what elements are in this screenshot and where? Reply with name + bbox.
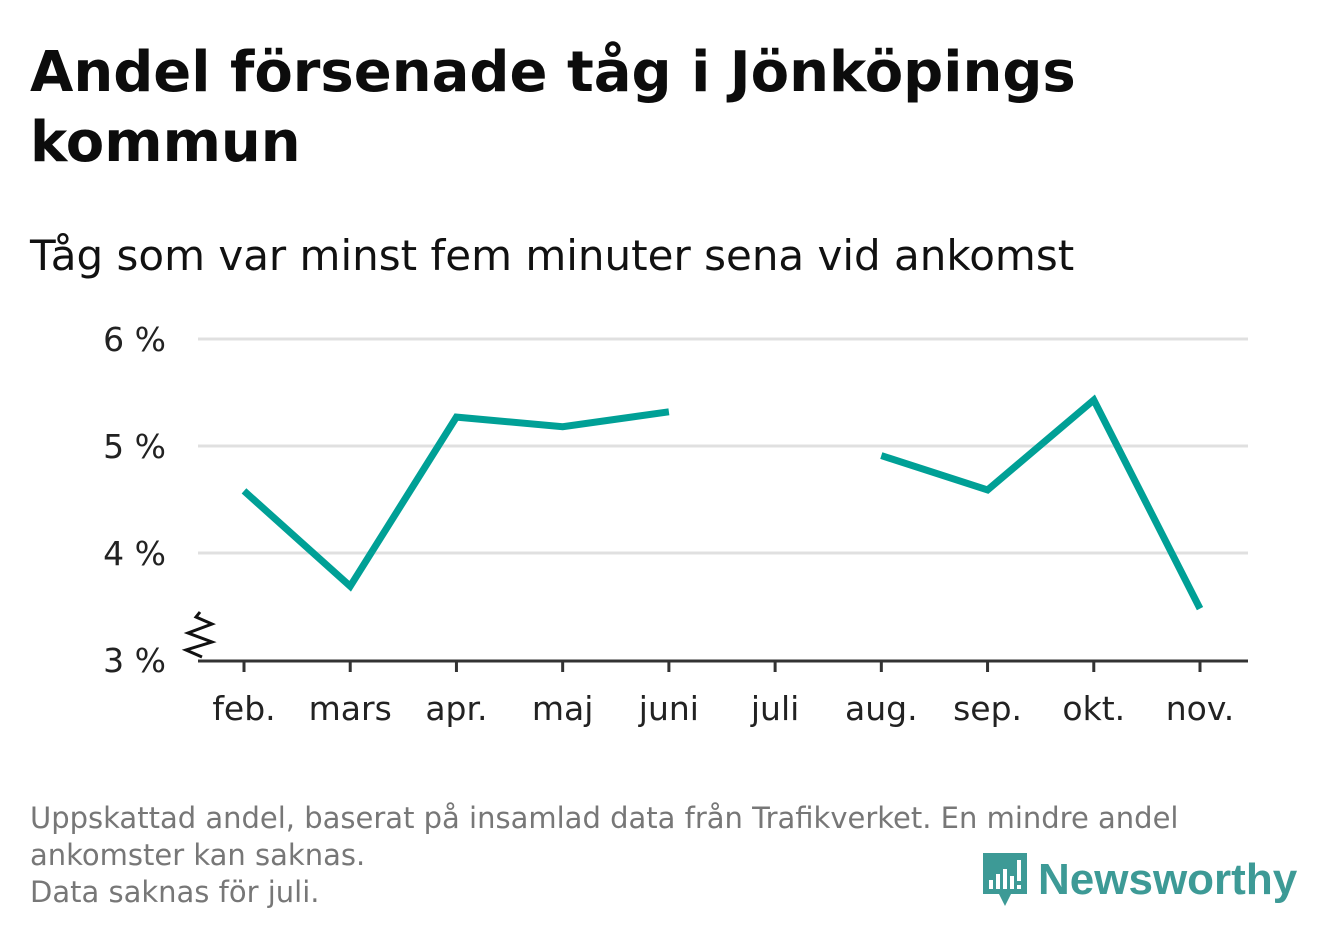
x-tick-label: apr. — [425, 689, 487, 728]
x-tick-label: maj — [532, 689, 594, 728]
y-axis-ticks: 3 % 4 % 5 % 6 % — [103, 320, 166, 680]
footnote-line: Uppskattad andel, baserat på insamlad da… — [30, 801, 1179, 835]
x-tick-label: feb. — [212, 689, 275, 728]
footnote-line: Data saknas för juli. — [30, 875, 320, 909]
x-tick-label: okt. — [1062, 689, 1125, 728]
y-tick-label: 4 % — [103, 534, 166, 573]
x-tick-label: juli — [750, 689, 799, 728]
x-tick-label: sep. — [953, 689, 1022, 728]
newsworthy-brand: Newsworthy — [980, 848, 1297, 912]
series-line — [241, 394, 1204, 611]
y-tick-label: 5 % — [103, 427, 166, 466]
x-axis-ticks: feb. mars apr. maj juni juli aug. sep. okt. nov. — [212, 661, 1234, 728]
x-tick-label: nov. — [1166, 689, 1235, 728]
x-tick-label: aug. — [845, 689, 918, 728]
x-axis — [181, 611, 1248, 663]
line-chart: 3 % 4 % 5 % 6 % feb. mars apr. maj juni juli aug.… — [103, 320, 1248, 728]
data-series — [241, 394, 1204, 611]
footnote-line: ankomster kan saknas. — [30, 838, 366, 872]
y-tick-label: 6 % — [103, 320, 166, 359]
axis-break-icon — [181, 611, 217, 659]
y-tick-label: 3 % — [103, 641, 166, 680]
chart-title: Andel försenade tåg i Jönköpings kommun — [30, 40, 1076, 175]
x-tick-label: mars — [309, 689, 392, 728]
gridlines — [198, 337, 1248, 555]
chart-footnote: Uppskattad andel, baserat på insamlad da… — [30, 800, 1280, 911]
newsworthy-logo-icon — [983, 853, 1027, 906]
brand-name: Newsworthy — [1038, 855, 1298, 904]
chart-subtitle: Tåg som var minst fem minuter sena vid a… — [30, 231, 1075, 280]
x-tick-label: juni — [638, 689, 699, 728]
